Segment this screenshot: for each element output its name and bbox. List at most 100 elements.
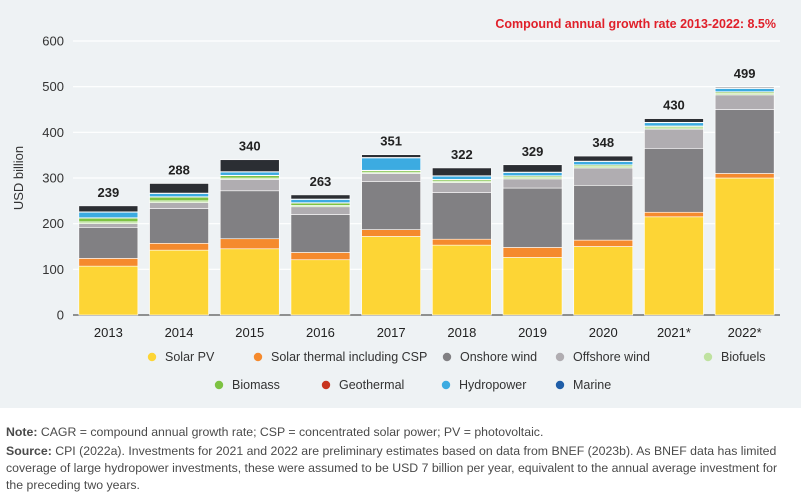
legend-marker xyxy=(214,380,224,390)
bar-segment xyxy=(361,173,421,182)
bar-total-label: 239 xyxy=(97,185,119,200)
bar-segment xyxy=(78,211,139,219)
bar-segment xyxy=(502,257,563,316)
legend-marker xyxy=(147,352,157,362)
bar-segment xyxy=(573,239,634,247)
bar-segment xyxy=(502,178,563,189)
legend-marker xyxy=(555,380,565,390)
bar-segment xyxy=(219,190,280,240)
source-text: CPI (2022a). Investments for 2021 and 20… xyxy=(6,444,778,492)
bar-total-label: 340 xyxy=(239,139,261,154)
bar-segment xyxy=(361,236,421,316)
bar-segment xyxy=(714,86,775,89)
bar-segment xyxy=(573,167,634,186)
bar-segment xyxy=(219,248,280,316)
legend-label: Marine xyxy=(573,378,611,392)
x-tick-label: 2015 xyxy=(235,325,264,340)
legend-marker xyxy=(321,380,331,390)
legend-marker xyxy=(442,352,452,362)
legend-marker xyxy=(253,352,263,362)
bar-segment xyxy=(714,177,775,316)
bar-segment xyxy=(644,122,704,127)
y-tick-label: 300 xyxy=(42,171,64,186)
bar-total-label: 348 xyxy=(592,135,614,150)
bar-segment xyxy=(714,109,775,174)
bar-segment xyxy=(573,161,634,166)
chart-panel: 0 100 200 300 400 500 600 USD billion Compound a… xyxy=(0,0,801,408)
bar-segment xyxy=(361,181,421,230)
bar-segment xyxy=(78,265,139,316)
stacked-bar-chart: 0 100 200 300 400 500 600 USD billion Compound a… xyxy=(11,17,780,392)
bar-segment xyxy=(290,199,351,203)
x-tick-label: 2013 xyxy=(94,325,123,340)
bar-total-label: 351 xyxy=(380,134,402,149)
bar-segment xyxy=(149,208,209,244)
bar-segment xyxy=(432,192,492,240)
legend-label: Onshore wind xyxy=(460,350,537,364)
bar-segment xyxy=(644,148,704,213)
bar-segment xyxy=(219,179,280,192)
note: Note: CAGR = compound annual growth rate… xyxy=(6,424,796,441)
bar-segment xyxy=(149,202,209,209)
bar-segment xyxy=(78,258,139,267)
bar-segment xyxy=(219,159,280,172)
bar-segment xyxy=(502,247,563,258)
bar-segment xyxy=(149,196,209,202)
legend-marker xyxy=(441,380,451,390)
x-tick-label: 2018 xyxy=(447,325,476,340)
bar-segment xyxy=(78,227,139,259)
source: Source: CPI (2022a). Investments for 202… xyxy=(6,443,796,494)
note-label: Note: xyxy=(6,425,38,439)
bar-segment xyxy=(290,206,351,215)
bar-total-label: 430 xyxy=(663,98,685,113)
bar-segment xyxy=(714,173,775,179)
bar-segment xyxy=(361,157,421,171)
bar-segment xyxy=(502,164,563,173)
legend-label: Solar PV xyxy=(165,350,215,364)
bar-segment xyxy=(290,202,351,206)
y-tick-label: 400 xyxy=(42,125,64,140)
source-label: Source: xyxy=(6,444,52,458)
bar-total-label: 263 xyxy=(310,174,332,189)
bar-segment xyxy=(573,246,634,316)
y-tick-label: 200 xyxy=(42,216,64,231)
bar-segment xyxy=(502,187,563,248)
bar-segment xyxy=(432,244,492,316)
bar-segment xyxy=(644,128,704,149)
bar-segment xyxy=(290,252,351,261)
legend-marker xyxy=(703,352,713,362)
bar-segment xyxy=(149,193,209,198)
bar-segment xyxy=(432,167,492,177)
y-tick-label: 500 xyxy=(42,79,64,94)
bar-segment xyxy=(219,171,280,176)
cagr-annotation: Compound annual growth rate 2013-2022: 8… xyxy=(495,17,776,31)
bar-segment xyxy=(78,223,139,228)
bar-segment xyxy=(714,88,775,92)
note-text: CAGR = compound annual growth rate; CSP … xyxy=(37,425,544,439)
bar-segment xyxy=(432,175,492,180)
bar-segment xyxy=(573,155,634,162)
bar-segment xyxy=(219,238,280,250)
bar-segment xyxy=(361,229,421,237)
bar-segment xyxy=(432,182,492,193)
bar-segment xyxy=(78,217,139,223)
bar-total-label: 322 xyxy=(451,147,473,162)
y-tick-label: 0 xyxy=(57,308,64,323)
legend-label: Geothermal xyxy=(339,378,404,392)
bar-segment xyxy=(714,94,775,110)
bar-segment xyxy=(149,243,209,251)
x-tick-label: 2016 xyxy=(306,325,335,340)
bar-segment xyxy=(149,183,209,194)
x-tick-label: 2014 xyxy=(165,325,194,340)
legend-label: Biofuels xyxy=(721,350,765,364)
legend-label: Hydropower xyxy=(459,378,526,392)
legend-label: Solar thermal including CSP xyxy=(271,350,427,364)
x-tick-label: 2022* xyxy=(728,325,762,340)
bar-segment xyxy=(290,214,351,253)
bar-total-label: 329 xyxy=(522,144,544,159)
x-tick-label: 2020 xyxy=(589,325,618,340)
x-tick-label: 2021* xyxy=(657,325,691,340)
bar-segment xyxy=(644,118,704,123)
bar-segment xyxy=(573,185,634,241)
y-tick-label: 100 xyxy=(42,262,64,277)
